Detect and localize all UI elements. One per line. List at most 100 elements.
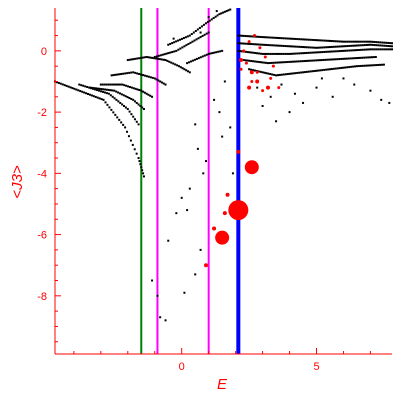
data-point <box>199 36 202 39</box>
data-point <box>136 72 139 75</box>
data-point <box>100 88 103 91</box>
data-point <box>332 67 335 70</box>
data-point <box>348 66 351 69</box>
data-point <box>63 84 66 87</box>
data-point <box>126 108 129 111</box>
data-point <box>315 59 318 62</box>
data-point <box>257 35 260 38</box>
data-point <box>334 45 337 48</box>
data-point <box>231 172 234 175</box>
data-point <box>332 50 335 53</box>
data-point <box>202 172 205 175</box>
data-point <box>278 52 281 55</box>
data-point <box>255 35 258 38</box>
data-point <box>292 45 295 48</box>
data-point <box>156 294 159 297</box>
data-point <box>327 46 330 49</box>
data-point <box>288 37 291 40</box>
highlighted-point <box>255 70 259 74</box>
data-point <box>348 49 351 52</box>
data-point <box>223 80 226 83</box>
highlighted-point <box>277 86 281 90</box>
data-point <box>203 54 206 57</box>
data-point <box>218 111 221 114</box>
data-point <box>307 51 310 54</box>
data-point <box>311 51 314 54</box>
data-point <box>296 52 299 55</box>
data-point <box>342 57 345 60</box>
data-point <box>137 157 140 160</box>
data-point <box>248 42 251 45</box>
data-point <box>282 61 285 64</box>
data-point <box>181 67 184 70</box>
data-point <box>199 31 202 34</box>
data-point <box>141 56 144 59</box>
data-point <box>380 63 383 66</box>
data-point <box>282 37 285 40</box>
data-point <box>151 95 154 98</box>
data-point <box>131 143 134 146</box>
data-point <box>391 48 393 51</box>
data-point <box>149 76 152 79</box>
data-point <box>83 91 86 94</box>
data-point <box>69 86 72 89</box>
data-point <box>193 39 196 42</box>
data-point <box>81 90 84 93</box>
vertical-lines-layer <box>140 8 241 354</box>
data-point <box>227 9 230 12</box>
data-point <box>303 60 306 63</box>
data-point <box>134 71 137 74</box>
data-point <box>377 44 380 47</box>
data-point <box>299 60 302 63</box>
data-point <box>313 69 316 72</box>
data-point <box>313 51 316 54</box>
data-point <box>317 39 320 42</box>
data-point <box>217 50 220 53</box>
data-point <box>244 50 247 53</box>
data-point <box>379 63 382 66</box>
data-point <box>282 44 285 47</box>
highlighted-point <box>258 46 262 50</box>
data-point <box>265 72 268 75</box>
data-point <box>180 37 183 40</box>
data-point <box>239 42 242 45</box>
data-point <box>197 57 200 60</box>
data-point <box>298 71 301 74</box>
data-point <box>346 45 349 48</box>
data-point <box>355 49 358 52</box>
data-point <box>373 48 376 51</box>
data-point <box>145 55 148 58</box>
data-point <box>319 39 322 42</box>
data-point <box>168 60 171 63</box>
data-point <box>94 88 97 91</box>
data-point <box>389 48 392 51</box>
data-point <box>137 123 140 126</box>
data-point <box>241 50 244 53</box>
data-point <box>141 106 144 109</box>
data-point <box>325 46 328 49</box>
data-point <box>169 42 172 45</box>
data-point <box>275 44 278 47</box>
data-point <box>307 70 310 73</box>
data-point <box>278 73 281 76</box>
data-point <box>204 22 207 25</box>
data-point <box>317 59 320 62</box>
data-point <box>330 45 333 48</box>
data-point <box>298 52 301 55</box>
data-point <box>336 67 339 70</box>
data-point <box>242 59 245 62</box>
data-point <box>338 67 341 70</box>
data-point <box>280 52 283 55</box>
data-point <box>344 66 347 69</box>
data-point <box>142 175 145 178</box>
data-point <box>391 45 393 48</box>
data-point <box>342 45 345 48</box>
data-point <box>327 50 330 53</box>
data-point <box>99 83 102 86</box>
data-point <box>369 43 372 46</box>
data-point <box>311 46 314 49</box>
data-point <box>379 41 382 44</box>
data-point <box>117 100 120 103</box>
data-point <box>271 44 274 47</box>
